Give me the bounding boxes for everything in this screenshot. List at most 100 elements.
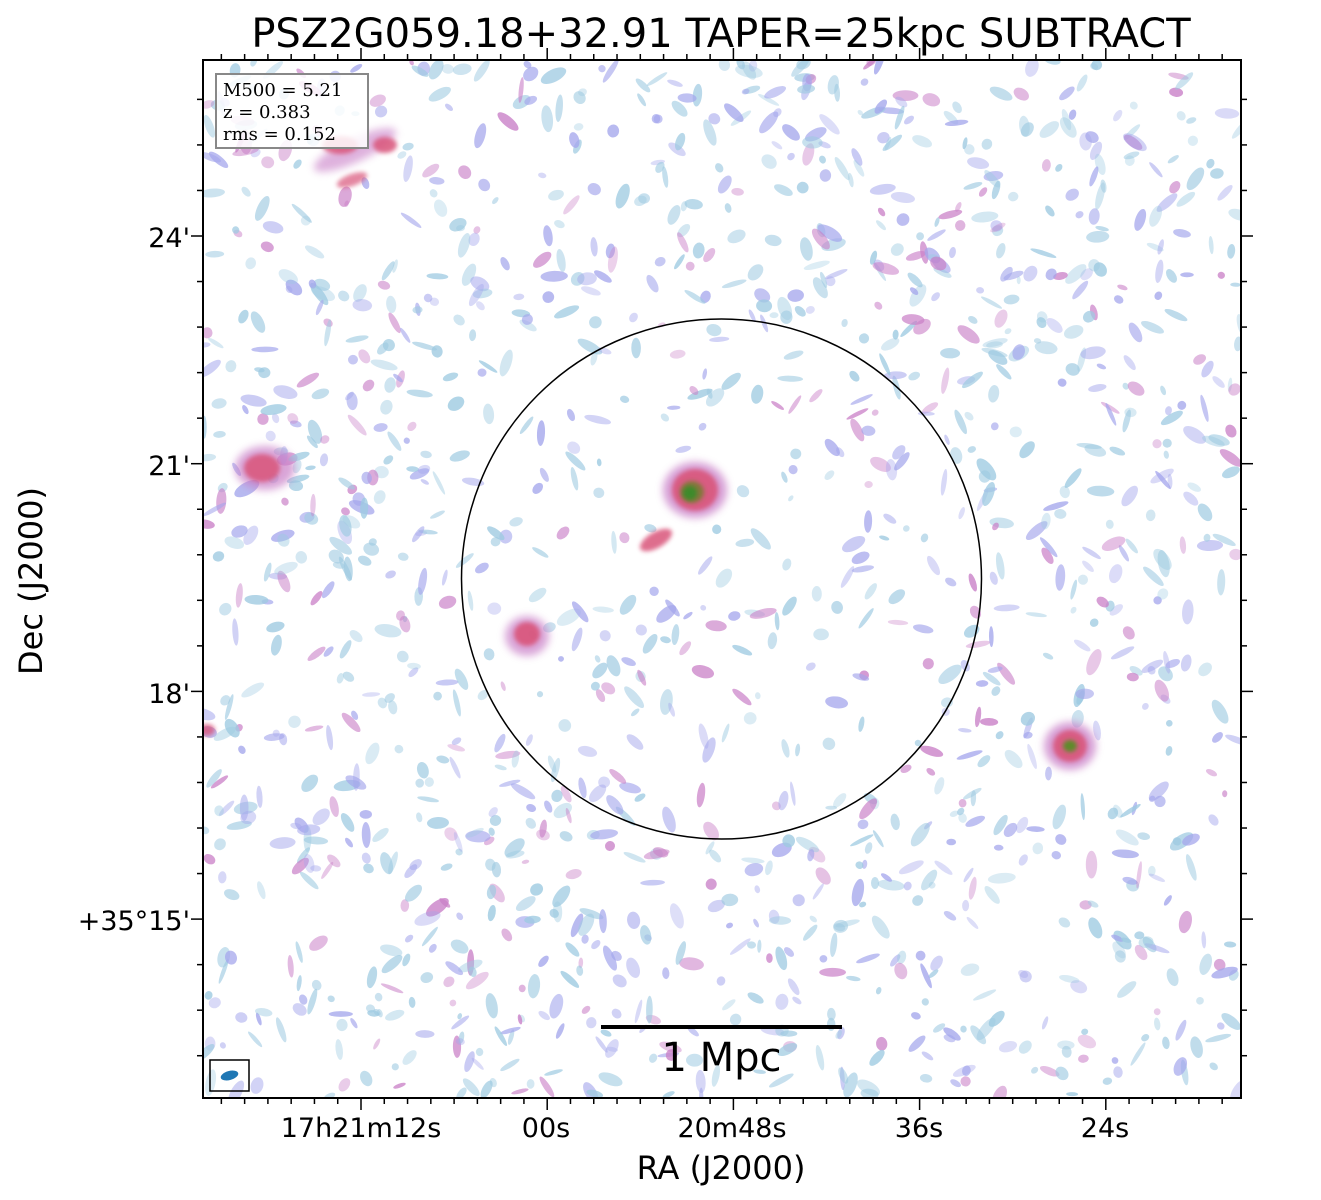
noise-speckle <box>505 850 525 859</box>
noise-speckle <box>521 314 533 325</box>
noise-speckle <box>362 379 375 392</box>
noise-speckle <box>662 166 669 188</box>
noise-speckle <box>1166 719 1173 727</box>
noise-speckle <box>590 237 598 257</box>
noise-speckle <box>1208 434 1230 446</box>
noise-speckle <box>321 861 334 879</box>
noise-speckle <box>1154 291 1163 300</box>
noise-speckle <box>1031 1066 1039 1074</box>
noise-speckle <box>224 718 240 738</box>
noise-speckle <box>960 1076 971 1087</box>
noise-speckle <box>815 1044 825 1071</box>
noise-speckle <box>1163 650 1171 674</box>
noise-speckle <box>266 621 285 633</box>
noise-speckle <box>1180 654 1192 672</box>
noise-speckle <box>1016 816 1029 834</box>
noise-speckle <box>892 90 919 101</box>
noise-speckle <box>563 195 580 215</box>
noise-speckle <box>544 1069 563 1076</box>
noise-speckle <box>468 283 484 307</box>
noise-speckle <box>1088 917 1103 939</box>
noise-speckle <box>324 1092 336 1098</box>
noise-speckle <box>919 1074 933 1083</box>
noise-speckle <box>1036 311 1048 323</box>
noise-speckle <box>825 276 836 287</box>
noise-speckle <box>477 690 489 701</box>
noise-speckle <box>931 292 940 302</box>
noise-speckle <box>1012 344 1025 360</box>
noise-speckle <box>368 538 377 546</box>
noise-speckle <box>444 103 454 111</box>
noise-speckle <box>741 857 765 864</box>
noise-speckle <box>523 66 539 82</box>
noise-speckle <box>635 624 647 636</box>
noise-speckle <box>700 605 707 611</box>
noise-speckle <box>380 852 394 875</box>
noise-speckle <box>1217 1022 1225 1030</box>
noise-speckle <box>646 274 659 293</box>
noise-speckle <box>703 248 716 263</box>
noise-speckle <box>1228 383 1241 396</box>
noise-speckle <box>1095 225 1109 232</box>
noise-speckle <box>635 78 651 93</box>
noise-speckle <box>1222 790 1228 798</box>
noise-speckle <box>204 991 213 1000</box>
noise-speckle <box>1073 639 1091 652</box>
x-tick-label: 24s <box>1081 1113 1129 1144</box>
noise-speckle <box>954 409 967 435</box>
noise-speckle <box>735 538 755 547</box>
noise-speckle <box>288 451 310 462</box>
axis-ticks <box>191 48 1253 1110</box>
noise-speckle <box>385 1009 405 1021</box>
noise-speckle <box>1004 328 1012 335</box>
noise-speckle <box>934 217 940 227</box>
noise-speckle <box>362 692 381 697</box>
noise-speckle <box>921 998 929 1006</box>
noise-speckle <box>607 246 618 273</box>
noise-speckle <box>604 841 616 851</box>
noise-speckle <box>675 445 692 453</box>
noise-speckle <box>881 337 900 351</box>
noise-speckle <box>494 733 506 753</box>
noise-speckle <box>472 288 493 299</box>
noise-speckle <box>890 192 915 203</box>
noise-speckle <box>764 234 782 247</box>
noise-speckle <box>1055 834 1067 845</box>
noise-speckle <box>329 796 339 818</box>
noise-speckle <box>1055 564 1066 591</box>
noise-speckle <box>455 848 463 856</box>
noise-speckle <box>556 608 581 626</box>
noise-speckle <box>624 686 645 709</box>
rms-label: rms = 0.152 <box>223 124 336 145</box>
noise-speckle <box>846 975 861 982</box>
noise-speckle <box>589 316 602 329</box>
noise-speckle <box>860 1088 879 1098</box>
noise-speckle <box>1025 60 1039 77</box>
noise-speckle <box>407 662 421 670</box>
noise-speckle <box>345 335 369 343</box>
noise-speckle <box>1089 618 1099 627</box>
noise-speckle <box>451 737 462 746</box>
noise-speckle <box>441 569 448 586</box>
noise-speckle <box>879 535 890 541</box>
noise-speckle <box>792 996 802 1005</box>
noise-speckle <box>1183 491 1199 506</box>
noise-speckle <box>1153 548 1172 570</box>
noise-speckle <box>648 1053 658 1063</box>
noise-speckle <box>735 64 763 78</box>
noise-speckle <box>1055 164 1063 172</box>
noise-speckle <box>1144 943 1170 954</box>
noise-speckle <box>1153 596 1162 605</box>
noise-speckle <box>453 314 465 326</box>
noise-speckle <box>273 385 298 399</box>
noise-speckle <box>250 311 266 333</box>
noise-speckle <box>1209 1062 1218 1071</box>
noise-speckle <box>348 354 358 365</box>
noise-speckle <box>894 962 908 980</box>
noise-speckle <box>382 339 395 352</box>
noise-speckle <box>429 297 440 306</box>
noise-speckle <box>1213 958 1226 971</box>
noise-speckle <box>824 268 848 280</box>
noise-speckle <box>602 945 618 971</box>
noise-speckle <box>404 884 423 902</box>
